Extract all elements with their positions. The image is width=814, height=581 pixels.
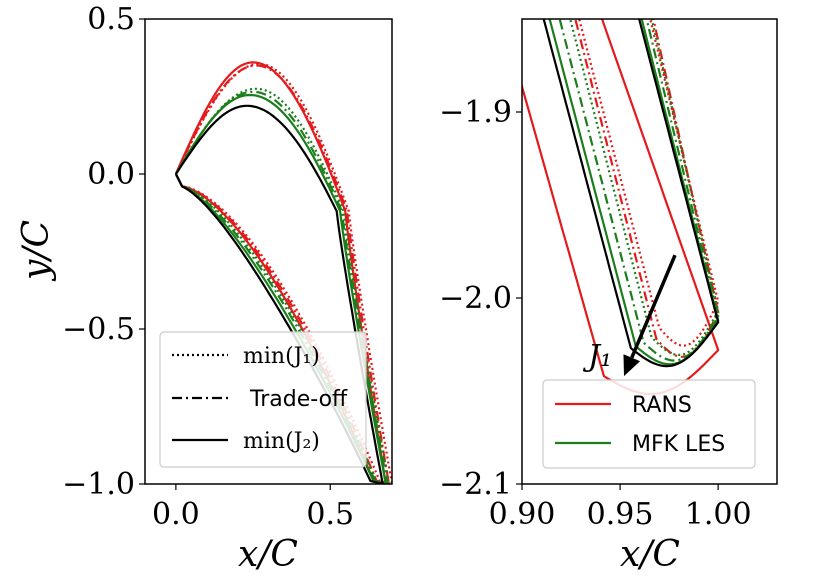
left-xtick-label: 0.0 xyxy=(152,497,200,532)
left-panel: 0.0 0.5 0.5 0.0 −0.5 −1.0 x/C y/C min(J₁) Tra… xyxy=(16,2,393,575)
legend-label-min-j2: min(J₂) xyxy=(243,429,320,454)
right-ytick-label: −2.1 xyxy=(439,467,512,502)
left-ytick-label: −1.0 xyxy=(62,467,135,502)
right-xtick-label: 0.95 xyxy=(587,497,654,532)
right-legend: RANS MFK LES xyxy=(542,379,756,469)
right-series-rans-dotted xyxy=(578,19,720,347)
j1-annotation-label: J₁ xyxy=(582,339,612,374)
left-legend: min(J₁) Trade-off min(J₂) xyxy=(159,331,367,468)
right-legend-box xyxy=(542,379,756,469)
left-ytick-label: 0.5 xyxy=(87,2,135,37)
right-panel: 0.90 0.95 1.00 −1.9 −2.0 −2.1 x/C J₁ RANS MFK… xyxy=(439,18,778,575)
right-ticks: 0.90 0.95 1.00 −1.9 −2.0 −2.1 xyxy=(439,95,751,532)
left-series-rans-dashdot xyxy=(174,64,390,484)
left-series-mfk-dotted xyxy=(174,87,390,484)
right-xlabel: x/C xyxy=(620,534,680,575)
left-legend-box xyxy=(159,331,367,468)
legend-label-min-j1: min(J₁) xyxy=(243,344,320,369)
legend-label-trade-off: Trade-off xyxy=(249,387,348,412)
right-series-black-solid xyxy=(542,19,720,368)
right-series-mfk-dotted xyxy=(569,19,720,356)
legend-label-rans: RANS xyxy=(632,393,692,418)
right-xtick-label: 0.90 xyxy=(489,497,556,532)
right-series-mfk-dashdot xyxy=(558,19,720,362)
left-ytick-label: −0.5 xyxy=(62,312,135,347)
legend-label-mfk-les: MFK LES xyxy=(632,432,725,457)
right-ytick-label: −2.0 xyxy=(439,281,512,316)
right-ytick-label: −1.9 xyxy=(439,95,512,130)
right-xtick-label: 1.00 xyxy=(685,497,752,532)
left-ylabel: y/C xyxy=(16,220,57,282)
left-axes-frame xyxy=(144,18,393,485)
left-xlabel: x/C xyxy=(238,534,298,575)
j1-arrow xyxy=(630,254,677,359)
left-ticks: 0.0 0.5 0.5 0.0 −0.5 −1.0 xyxy=(62,2,354,532)
right-axes-frame xyxy=(521,18,778,485)
left-ytick-label: 0.0 xyxy=(87,157,135,192)
left-xtick-label: 0.5 xyxy=(306,497,354,532)
left-series-mfk-dashdot xyxy=(174,90,389,484)
j1-arrow-head xyxy=(623,354,641,377)
right-curves xyxy=(522,19,720,396)
